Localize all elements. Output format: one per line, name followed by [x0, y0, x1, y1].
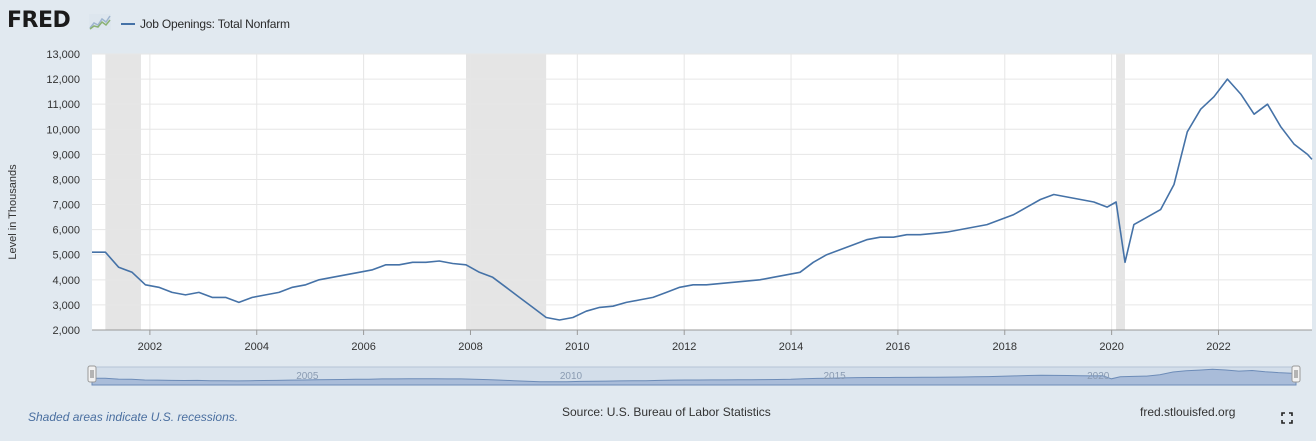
y-tick-label: 6,000 — [52, 225, 80, 237]
fred-logo[interactable]: FRED — [7, 8, 71, 33]
site-link[interactable]: fred.stlouisfed.org — [1140, 405, 1236, 419]
chart-area[interactable]: 2,000 3,000 4,000 5,000 6,000 7,000 8,000 9,000… — [0, 44, 1316, 399]
y-tick-label: 3,000 — [52, 300, 80, 312]
y-tick-label: 11,000 — [47, 99, 80, 111]
x-tick-label: 2020 — [1099, 341, 1123, 353]
y-tick-label: 13,000 — [46, 49, 80, 61]
x-tick-label: 2008 — [458, 341, 482, 353]
y-tick-label: 2,000 — [52, 325, 80, 337]
navigator-right-handle-icon[interactable] — [1291, 365, 1301, 383]
fullscreen-icon[interactable] — [1281, 412, 1293, 424]
x-tick-label: 2012 — [672, 341, 696, 353]
recession-band — [105, 54, 141, 330]
legend-label: Job Openings: Total Nonfarm — [140, 17, 290, 31]
chart-header: FRED Job Openings: Total Nonfarm — [0, 0, 1316, 44]
navigator-left-handle-icon[interactable] — [87, 365, 97, 383]
chart-legend[interactable]: Job Openings: Total Nonfarm — [121, 17, 290, 31]
navigator-tick-label: 2020 — [1087, 371, 1110, 382]
x-tick-label: 2002 — [138, 341, 162, 353]
y-tick-label: 4,000 — [52, 275, 80, 287]
fred-logo-graph-icon — [89, 14, 111, 30]
x-tick-label: 2014 — [779, 341, 803, 353]
recession-note: Shaded areas indicate U.S. recessions. — [28, 410, 239, 424]
navigator-tick-label: 2015 — [823, 371, 846, 382]
x-tick-label: 2018 — [993, 341, 1017, 353]
legend-swatch — [121, 23, 135, 25]
x-tick-label: 2004 — [245, 341, 269, 353]
navigator-tick-label: 2010 — [560, 371, 583, 382]
recession-band — [1116, 54, 1125, 330]
recession-band — [466, 54, 547, 330]
navigator-series-area — [91, 368, 1297, 386]
x-tick-label: 2010 — [565, 341, 589, 353]
y-tick-label: 12,000 — [46, 74, 80, 86]
y-tick-label: 10,000 — [46, 124, 80, 136]
plot-background — [92, 54, 1312, 330]
x-tick-label: 2016 — [886, 341, 910, 353]
y-tick-label: 5,000 — [52, 250, 80, 262]
x-tick-label: 2006 — [351, 341, 375, 353]
source-note: Source: U.S. Bureau of Labor Statistics — [562, 405, 771, 419]
y-tick-label: 8,000 — [52, 174, 80, 186]
x-tick-label: 2022 — [1206, 341, 1230, 353]
navigator-tick-label: 2005 — [296, 371, 319, 382]
y-tick-label: 9,000 — [52, 149, 80, 161]
y-tick-label: 7,000 — [52, 200, 80, 212]
series-line-job-openings — [92, 78, 1313, 321]
